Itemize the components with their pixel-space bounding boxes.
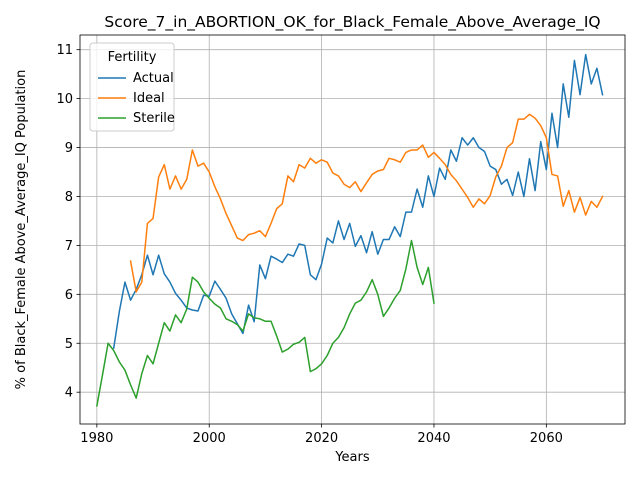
legend-title: Fertility (108, 50, 157, 65)
y-tick-label: 4 (65, 386, 73, 401)
x-tick-label: 2040 (417, 431, 450, 446)
grid (80, 35, 625, 424)
y-tick-label: 6 (65, 288, 73, 303)
y-tick-label: 10 (56, 92, 73, 107)
legend-label-actual: Actual (133, 71, 174, 86)
y-tick-label: 8 (65, 190, 73, 205)
legend: Fertility Actual Ideal Sterile (89, 42, 175, 132)
legend-label-ideal: Ideal (133, 91, 165, 106)
x-tick-label: 1980 (80, 431, 113, 446)
x-axis: 1980 2000 2020 2040 2060 (80, 424, 563, 446)
y-axis: 4 5 6 7 8 9 10 11 (56, 43, 80, 401)
series-line-actual (112, 53, 604, 350)
x-tick-label: 2060 (530, 431, 563, 446)
series-line-ideal (129, 113, 604, 293)
x-tick-label: 2020 (305, 431, 338, 446)
series-line-sterile (95, 239, 435, 407)
y-tick-label: 7 (65, 239, 73, 254)
plot-frame (79, 34, 626, 425)
y-axis-label: % of Black_Female Above_Average_IQ Popul… (14, 70, 29, 390)
legend-items: Actual Ideal Sterile (98, 71, 175, 126)
series-layer (95, 53, 604, 407)
legend-label-sterile: Sterile (133, 111, 175, 126)
x-tick-label: 2000 (193, 431, 226, 446)
legend-box (89, 42, 175, 132)
y-tick-label: 9 (65, 141, 73, 156)
y-tick-label: 5 (65, 337, 73, 352)
chart-title: Score_7_in_ABORTION_OK_for_Black_Female_… (104, 13, 600, 32)
x-axis-label: Years (334, 450, 370, 465)
y-tick-label: 11 (56, 43, 73, 58)
